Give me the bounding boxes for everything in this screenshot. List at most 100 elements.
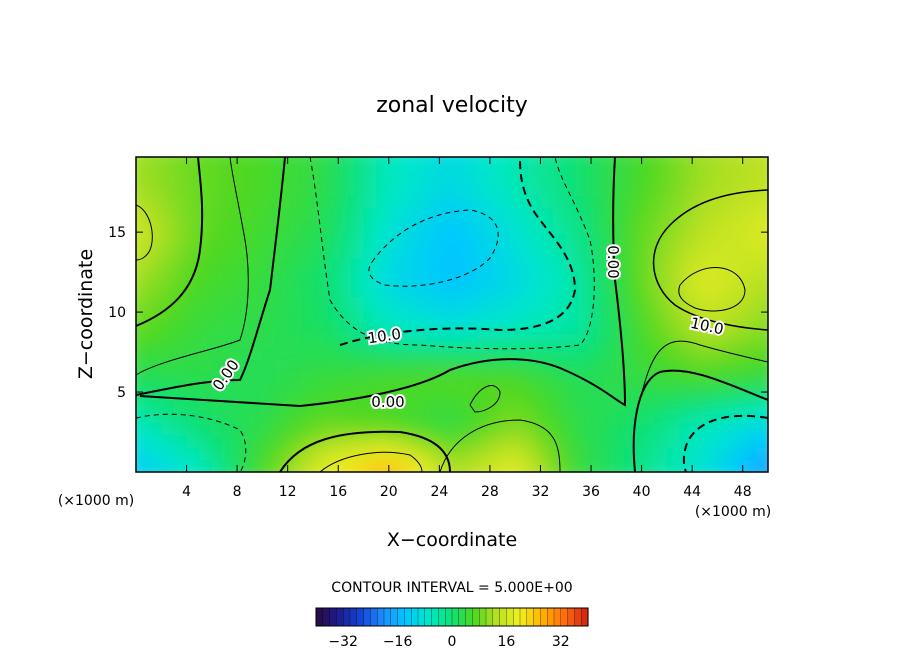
field-cell bbox=[136, 446, 150, 461]
field-cell bbox=[641, 257, 656, 272]
field-cell bbox=[666, 207, 681, 221]
field-cell bbox=[540, 421, 555, 436]
field-cell bbox=[136, 446, 137, 461]
field-cell bbox=[224, 194, 239, 209]
field-cell bbox=[578, 421, 592, 436]
field-cell bbox=[224, 169, 239, 184]
field-cell bbox=[300, 295, 314, 310]
field-cell bbox=[136, 232, 150, 247]
field-cell bbox=[287, 157, 302, 171]
field-cell bbox=[414, 157, 428, 171]
field-cell bbox=[249, 157, 264, 158]
field-cell bbox=[363, 358, 378, 373]
field-cell bbox=[477, 320, 491, 335]
field-cell bbox=[136, 157, 137, 158]
field-cell bbox=[237, 421, 251, 436]
field-cell bbox=[755, 383, 768, 398]
field-cell bbox=[426, 257, 441, 272]
field-cell bbox=[629, 446, 643, 461]
field-cell bbox=[161, 157, 175, 158]
field-cell bbox=[679, 346, 694, 360]
field-cell bbox=[464, 383, 479, 398]
colorbar: −32 −16 0 16 32 bbox=[315, 607, 589, 650]
field-cell bbox=[603, 320, 618, 335]
field-cell bbox=[148, 245, 163, 259]
field-cell bbox=[540, 182, 555, 196]
field-cell bbox=[692, 207, 706, 221]
field-cell bbox=[439, 421, 453, 436]
field-cell bbox=[161, 383, 175, 398]
field-cell bbox=[578, 459, 592, 472]
field-cell bbox=[237, 220, 251, 234]
field-cell bbox=[338, 157, 352, 158]
field-cell bbox=[666, 371, 681, 385]
field-cell bbox=[629, 245, 643, 259]
field-cell bbox=[313, 295, 327, 310]
field-cell bbox=[136, 207, 137, 221]
field-cell bbox=[730, 358, 744, 373]
field-cell bbox=[477, 270, 491, 284]
field-cell bbox=[287, 157, 302, 158]
field-cell bbox=[679, 396, 694, 410]
field-cell bbox=[161, 169, 175, 184]
contour-25-bottom bbox=[319, 451, 423, 472]
field-cell bbox=[578, 333, 592, 347]
field-cell bbox=[161, 232, 175, 247]
field-cell bbox=[237, 270, 251, 284]
field-cell bbox=[603, 396, 618, 410]
field-cell bbox=[414, 283, 428, 297]
field-cell bbox=[363, 371, 378, 385]
field-cell bbox=[313, 320, 327, 335]
field-cell bbox=[262, 472, 276, 486]
field-cell bbox=[553, 383, 567, 398]
field-cell bbox=[768, 384, 782, 398]
field-cell bbox=[742, 459, 757, 472]
field-cell bbox=[616, 333, 630, 347]
field-cell bbox=[553, 232, 567, 247]
field-cell bbox=[616, 409, 630, 423]
field-cell bbox=[553, 333, 567, 347]
field-cell bbox=[237, 182, 251, 196]
field-cell bbox=[679, 257, 694, 272]
field-cell bbox=[540, 194, 555, 209]
field-cell bbox=[136, 371, 137, 385]
field-cell bbox=[603, 182, 618, 196]
field-cell bbox=[666, 270, 681, 284]
field-cell bbox=[666, 396, 681, 410]
field-cell bbox=[439, 232, 453, 247]
contour-zero-mid bbox=[136, 157, 286, 396]
field-cell bbox=[401, 371, 415, 385]
field-cell bbox=[464, 182, 479, 196]
field-cell bbox=[578, 434, 592, 448]
colorbar-segment bbox=[547, 607, 555, 627]
field-cell bbox=[148, 270, 163, 284]
field-cell bbox=[629, 346, 643, 360]
field-cell bbox=[768, 233, 782, 247]
field-cell bbox=[173, 207, 188, 221]
field-cell bbox=[666, 308, 681, 322]
contour-zero-lower bbox=[139, 157, 627, 408]
field-cell bbox=[199, 409, 213, 423]
field-cell bbox=[148, 194, 163, 209]
colorbar-segment bbox=[431, 607, 439, 627]
field-cell bbox=[338, 245, 352, 259]
field-cell bbox=[629, 182, 643, 196]
field-cell bbox=[666, 194, 681, 209]
field-cell bbox=[287, 346, 302, 360]
field-cell bbox=[300, 396, 314, 410]
field-cell bbox=[477, 434, 491, 448]
field-cell bbox=[313, 182, 327, 196]
field-cell bbox=[489, 358, 504, 373]
field-cell bbox=[136, 182, 150, 196]
field-cell bbox=[755, 157, 768, 171]
colorbar-segment bbox=[411, 607, 419, 627]
field-cell bbox=[148, 295, 163, 310]
field-cell bbox=[654, 421, 668, 436]
field-cell bbox=[515, 245, 529, 259]
field-cell bbox=[603, 346, 618, 360]
field-cell bbox=[553, 220, 567, 234]
field-cell bbox=[717, 283, 731, 297]
colorbar-segment bbox=[349, 607, 358, 627]
field-cell bbox=[173, 257, 188, 272]
